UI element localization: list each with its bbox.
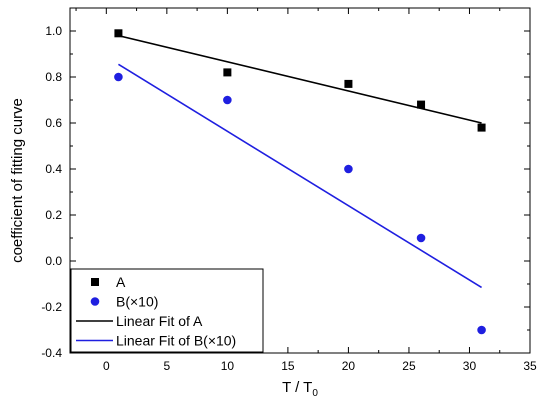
y-tick-label: 1.0 [45, 24, 62, 38]
legend-label-fit-a: Linear Fit of A [116, 313, 203, 329]
y-tick-label: -0.2 [41, 300, 62, 314]
y-tick-label: -0.4 [41, 346, 62, 360]
x-tick-label: 20 [342, 359, 356, 373]
y-axis-title: coefficient of fitting curve [9, 98, 26, 263]
x-tick-label: 15 [281, 359, 295, 373]
x-axis-title: T / T0 [282, 379, 318, 399]
axes: 0 5 10 15 20 25 30 35 -0.4 -0.2 0.0 0.2 0.4 0.6 0.8 1.0 [41, 7, 537, 373]
fit-line-b [118, 63, 482, 289]
x-tick-label: 10 [221, 359, 235, 373]
y-tick-label: 0.4 [45, 162, 62, 176]
plot-frame [69, 7, 531, 354]
y-tick-label: 0.0 [45, 254, 62, 268]
legend-label-fit-b: Linear Fit of B(×10) [116, 333, 236, 349]
x-axis-title-main: T / T [282, 379, 312, 396]
plot-area [114, 29, 486, 335]
x-tick-label: 35 [523, 359, 537, 373]
data-point-a [114, 29, 123, 38]
x-tick-label: 25 [402, 359, 416, 373]
legend-marker-a [91, 278, 99, 286]
data-point-b [344, 164, 353, 174]
legend: A B(×10) Linear Fit of A Linear Fit of B(×1… [70, 268, 264, 353]
data-point-b [416, 233, 426, 243]
data-point-b [114, 72, 123, 82]
y-tick-label: 0.6 [45, 116, 62, 130]
y-tick-label: 0.2 [45, 208, 62, 222]
data-point-b [477, 325, 486, 335]
data-point-a [477, 123, 486, 132]
legend-label-b: B(×10) [116, 294, 158, 310]
x-axis-title-subscript: 0 [312, 388, 318, 399]
fit-line-a [118, 34, 482, 124]
legend-label-a: A [116, 274, 126, 290]
data-point-a [344, 79, 353, 88]
data-point-b [223, 95, 232, 105]
x-tick-label: 5 [163, 359, 170, 373]
legend-marker-b [90, 297, 100, 306]
data-point-a [223, 68, 232, 77]
x-tick-label: 30 [463, 359, 477, 373]
x-tick-label: 0 [103, 359, 110, 373]
data-point-a [417, 100, 426, 109]
y-tick-label: 0.8 [45, 70, 62, 84]
legend-box [70, 268, 264, 353]
